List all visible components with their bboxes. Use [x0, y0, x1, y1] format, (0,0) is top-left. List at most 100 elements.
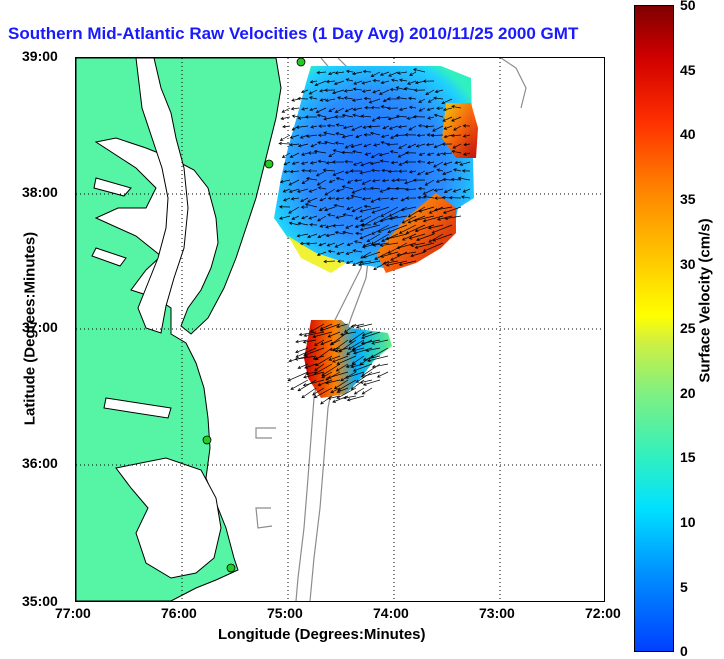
- velocity-arrow: [312, 387, 325, 396]
- velocity-arrow: [323, 131, 336, 136]
- velocity-arrow: [366, 233, 381, 243]
- velocity-arrow: [334, 347, 349, 353]
- velocity-arrow: [352, 149, 363, 154]
- radar-station-marker[interactable]: [264, 159, 274, 169]
- velocity-arrow: [333, 203, 345, 208]
- velocity-arrow: [326, 124, 336, 128]
- velocity-arrow: [335, 363, 349, 372]
- velocity-arrow: [355, 323, 373, 329]
- x-tick-label: 75:00: [267, 605, 303, 621]
- velocity-arrow: [361, 197, 372, 201]
- velocity-arrow: [345, 196, 354, 200]
- velocity-arrow: [396, 251, 417, 257]
- velocity-arrow: [436, 106, 444, 110]
- velocity-arrow: [346, 206, 354, 211]
- velocity-arrow: [462, 134, 471, 138]
- map-plot-area[interactable]: [75, 57, 605, 602]
- velocity-arrow: [344, 371, 365, 379]
- velocity-arrow: [398, 260, 417, 266]
- velocity-arrow: [308, 89, 318, 95]
- velocity-arrow: [352, 363, 373, 372]
- velocity-arrow: [318, 206, 327, 211]
- velocity-arrow: [343, 89, 354, 93]
- velocity-arrow: [428, 233, 444, 243]
- velocity-arrow: [370, 71, 381, 78]
- velocity-arrow: [304, 203, 318, 208]
- velocity-arrow: [381, 233, 399, 242]
- velocity-arrow: [303, 331, 325, 338]
- velocity-arrow: [350, 194, 363, 199]
- velocity-arrow: [327, 331, 341, 338]
- velocity-arrow: [315, 170, 327, 177]
- radar-station-marker[interactable]: [226, 563, 236, 573]
- velocity-arrow: [332, 170, 345, 176]
- velocity-arrow: [335, 176, 345, 181]
- velocity-arrow: [371, 206, 390, 214]
- colorbar-tick-label: 40: [680, 126, 696, 142]
- velocity-hotspot: [376, 193, 456, 273]
- velocity-arrow: [434, 206, 453, 212]
- velocity-arrow: [350, 363, 365, 369]
- velocity-arrow: [380, 140, 390, 145]
- velocity-arrow: [412, 114, 426, 119]
- velocity-arrow: [417, 160, 426, 164]
- velocity-arrow: [380, 206, 399, 217]
- velocity-arrow: [443, 125, 453, 130]
- velocity-arrow: [319, 323, 341, 332]
- radar-station-marker[interactable]: [202, 435, 212, 445]
- radar-station-marker[interactable]: [296, 58, 306, 67]
- velocity-arrow: [398, 78, 408, 82]
- velocity-arrow: [395, 86, 408, 91]
- velocity-arrow: [279, 215, 291, 220]
- velocity-arrow: [290, 107, 300, 111]
- velocity-arrow: [389, 150, 399, 154]
- velocity-arrow: [314, 339, 325, 346]
- velocity-arrow: [424, 124, 435, 129]
- velocity-arrow: [395, 114, 408, 119]
- velocity-arrow: [360, 114, 372, 118]
- velocity-arrow: [340, 371, 357, 382]
- velocity-arrow: [353, 387, 365, 395]
- velocity-arrow: [450, 177, 462, 182]
- velocity-arrow: [398, 224, 417, 234]
- velocity-arrow: [362, 355, 381, 362]
- velocity-arrow: [443, 161, 453, 166]
- velocity-arrow: [334, 107, 345, 113]
- x-tick-label: 73:00: [479, 605, 515, 621]
- velocity-arrow: [309, 323, 325, 333]
- velocity-arrow: [400, 206, 417, 212]
- velocity-arrow: [345, 363, 357, 368]
- river-inlet: [103, 397, 172, 419]
- velocity-arrow: [461, 169, 471, 173]
- velocity-arrow: [335, 123, 345, 127]
- velocity-arrow: [395, 186, 408, 191]
- velocity-arrow: [390, 78, 399, 82]
- velocity-arrow: [441, 142, 453, 146]
- velocity-arrow: [436, 215, 453, 221]
- velocity-arrow: [412, 68, 426, 73]
- velocity-arrow: [299, 241, 309, 246]
- velocity-arrow: [361, 331, 373, 337]
- velocity-arrow: [360, 251, 372, 259]
- velocity-arrow: [410, 251, 426, 258]
- velocity-arrow: [317, 215, 327, 222]
- velocity-arrow: [380, 105, 390, 109]
- velocity-arrow: [289, 169, 300, 174]
- velocity-arrow: [325, 233, 336, 238]
- velocity-arrow: [353, 161, 363, 166]
- velocity-arrow: [405, 151, 417, 155]
- velocity-arrow: [345, 251, 354, 255]
- velocity-arrow: [302, 339, 317, 344]
- velocity-arrow: [371, 179, 381, 183]
- velocity-arrow: [316, 113, 327, 118]
- velocity-arrow: [408, 170, 417, 174]
- velocity-arrow: [381, 168, 390, 173]
- velocity-arrow: [425, 142, 435, 147]
- colorbar-tick-label: 15: [680, 449, 696, 465]
- velocity-arrow: [317, 186, 327, 190]
- velocity-arrow: [382, 98, 390, 103]
- velocity-arrow: [308, 188, 318, 193]
- velocity-arrow: [387, 224, 408, 234]
- velocity-arrow: [337, 259, 345, 263]
- velocity-arrow: [324, 206, 336, 212]
